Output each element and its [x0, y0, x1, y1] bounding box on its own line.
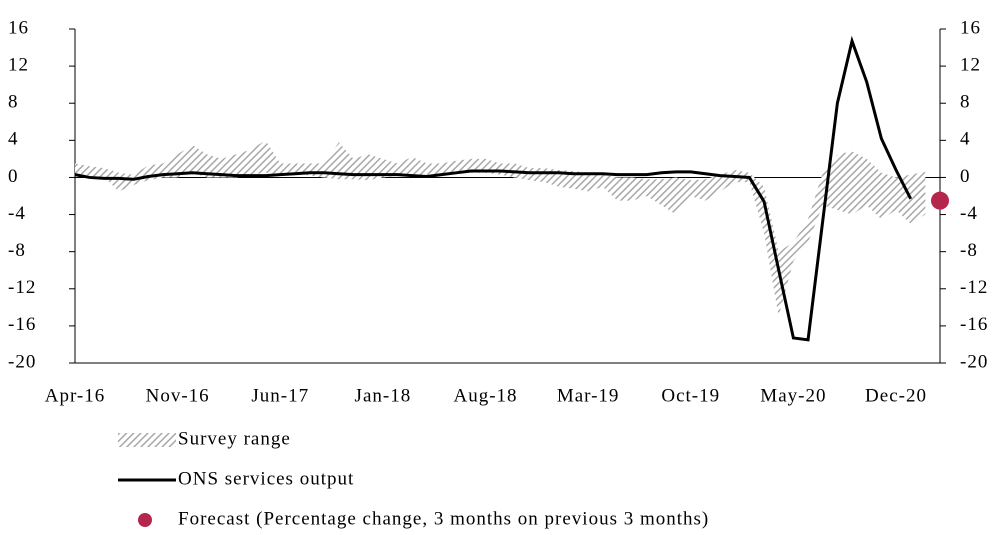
legend-swatch [118, 433, 176, 447]
y2-tick-label: 8 [960, 92, 971, 113]
x-tick-label: Jun-17 [251, 385, 309, 406]
y2-tick-label: -12 [960, 277, 988, 298]
x-tick-label: May-20 [760, 385, 826, 406]
y-tick-label: -12 [8, 277, 36, 298]
x-tick-label: Oct-19 [661, 385, 720, 406]
y-tick-label: -16 [8, 314, 36, 335]
y2-tick-label: -8 [960, 240, 978, 261]
y2-tick-label: 16 [960, 17, 981, 38]
y2-tick-label: 0 [960, 166, 971, 187]
survey-range-band [75, 140, 926, 317]
forecast-point [931, 191, 949, 210]
y2-tick-label: -20 [960, 351, 988, 372]
x-tick-label: Apr-16 [45, 385, 106, 406]
x-tick-label: Nov-16 [146, 385, 210, 406]
y-tick-label: 4 [8, 129, 19, 150]
legend-label: Survey range [178, 428, 291, 449]
y-tick-label: 12 [8, 54, 29, 75]
y-tick-label: 8 [8, 92, 19, 113]
y2-tick-label: -4 [960, 203, 978, 224]
y-tick-label: 0 [8, 166, 19, 187]
legend-label: ONS services output [178, 468, 354, 489]
y2-tick-label: -16 [960, 314, 988, 335]
y-tick-label: -8 [8, 240, 26, 261]
y2-tick-label: 12 [960, 54, 981, 75]
plot-area: -20 -16 -12 -8 -4 0 4 8 12 16 -20 -16 -12 -8 -4 0 4 8 12 16… [8, 17, 988, 406]
x-tick-label: Mar-19 [557, 385, 620, 406]
x-tick-label: Dec-20 [865, 385, 927, 406]
legend-label: Forecast (Percentage change, 3 months on… [178, 508, 709, 529]
x-tick-label: Jan-18 [355, 385, 412, 406]
legend: Survey range ONS services output Forecast … [118, 428, 709, 529]
y-tick-label: -4 [8, 203, 26, 224]
y-tick-label: 16 [8, 17, 29, 38]
y-tick-label: -20 [8, 351, 36, 372]
ons-line [74, 35, 913, 342]
legend-swatch [138, 513, 152, 527]
y2-tick-label: 4 [960, 129, 971, 150]
x-tick-label: Aug-18 [453, 385, 517, 406]
